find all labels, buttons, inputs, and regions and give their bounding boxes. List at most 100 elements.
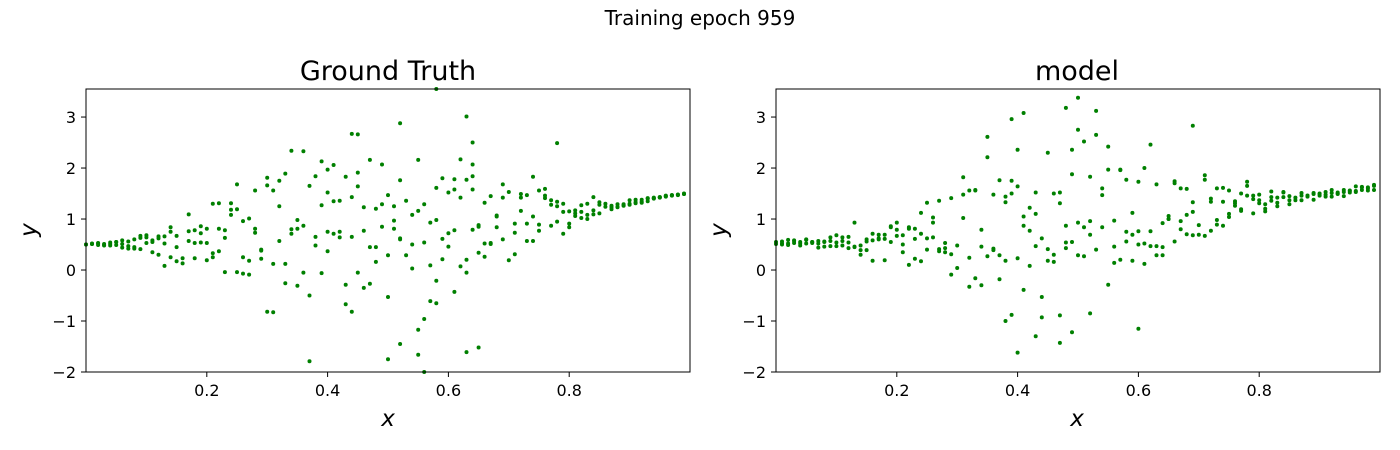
data-point: [1057, 201, 1062, 206]
data-point: [1076, 253, 1080, 258]
data-point: [398, 236, 403, 241]
data-point: [174, 245, 179, 250]
data-point: [543, 193, 547, 198]
data-point: [331, 163, 336, 167]
data-point: [198, 224, 203, 229]
data-point: [241, 271, 245, 276]
data-point: [1178, 219, 1183, 224]
data-point: [470, 162, 475, 167]
ground-truth-y-axis-label: y: [16, 223, 42, 238]
data-point: [132, 237, 137, 242]
data-point: [1245, 193, 1250, 198]
x-tick-label: 0.8: [556, 381, 581, 400]
data-point: [446, 231, 451, 236]
data-point: [979, 244, 984, 249]
data-point: [609, 207, 614, 212]
data-point: [870, 238, 875, 243]
data-point: [367, 281, 372, 286]
data-point: [846, 240, 851, 245]
data-point: [1275, 195, 1280, 200]
data-point: [1136, 179, 1141, 184]
data-point: [1359, 184, 1364, 189]
data-point: [864, 237, 869, 242]
data-point: [1239, 191, 1244, 196]
data-point: [1221, 199, 1225, 204]
data-point: [1227, 211, 1231, 216]
data-point: [1148, 229, 1153, 234]
data-point: [367, 245, 372, 250]
data-point: [931, 235, 935, 240]
data-point: [967, 284, 972, 289]
data-point: [858, 243, 863, 248]
data-point: [343, 302, 348, 307]
data-point: [301, 270, 306, 275]
data-point: [349, 234, 354, 239]
data-point: [210, 255, 215, 260]
data-point: [1347, 190, 1352, 195]
data-point: [1063, 223, 1068, 228]
data-point: [277, 239, 282, 243]
data-point: [1227, 188, 1231, 193]
data-point: [277, 178, 282, 183]
data-point: [1112, 218, 1117, 223]
data-point: [404, 253, 409, 258]
data-point: [1251, 193, 1256, 198]
data-point: [1039, 315, 1044, 320]
data-point: [271, 261, 276, 266]
data-point: [555, 219, 560, 224]
data-point: [325, 249, 330, 254]
data-point: [361, 205, 366, 210]
data-point: [1045, 247, 1050, 252]
x-tick-label: 0.6: [436, 381, 461, 400]
data-point: [373, 245, 378, 250]
data-point: [1196, 232, 1201, 237]
data-point: [162, 234, 167, 239]
data-point: [277, 204, 282, 209]
data-point: [792, 238, 797, 243]
data-point: [422, 240, 427, 245]
data-point: [1088, 311, 1093, 316]
data-point: [259, 256, 264, 261]
data-point: [973, 276, 978, 281]
data-point: [512, 221, 517, 226]
data-point: [1124, 239, 1129, 244]
data-point: [549, 198, 554, 203]
data-point: [325, 229, 330, 234]
data-point: [210, 201, 215, 206]
y-tick-label: 1: [756, 210, 766, 229]
data-point: [561, 209, 566, 214]
data-point: [1251, 197, 1256, 202]
data-point: [253, 188, 258, 193]
model-x-axis-label: x: [1069, 406, 1084, 432]
model-x-ticks: 0.2 0.4 0.6 0.8: [884, 372, 1272, 400]
data-point: [1070, 240, 1074, 244]
data-point: [645, 199, 650, 204]
data-point: [229, 212, 233, 217]
data-point: [573, 214, 578, 218]
data-point: [241, 219, 245, 224]
data-point: [597, 211, 602, 216]
data-point: [925, 236, 929, 241]
data-point: [900, 233, 905, 238]
data-point: [852, 220, 857, 225]
data-point: [392, 226, 396, 231]
data-point: [198, 231, 203, 236]
data-point: [518, 208, 523, 213]
data-point: [162, 241, 167, 246]
data-point: [1009, 178, 1014, 183]
data-point: [434, 218, 439, 222]
data-point: [1015, 256, 1020, 261]
data-point: [313, 243, 318, 248]
data-point: [1257, 201, 1262, 206]
data-point: [900, 250, 905, 255]
data-point: [585, 212, 590, 217]
data-point: [537, 222, 541, 227]
data-point: [204, 226, 209, 231]
data-point: [531, 239, 535, 243]
data-point: [997, 253, 1002, 258]
data-point: [1221, 223, 1225, 228]
data-point: [126, 239, 131, 244]
data-point: [1196, 223, 1201, 228]
data-point: [1015, 350, 1020, 355]
data-point: [1172, 179, 1177, 184]
